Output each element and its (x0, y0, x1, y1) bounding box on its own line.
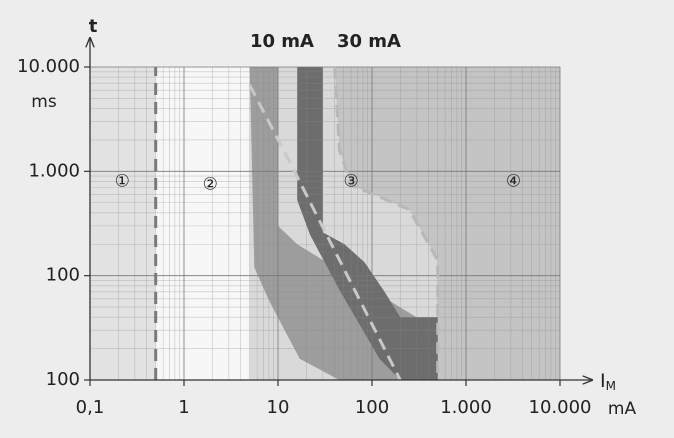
x-axis-unit: mA (608, 399, 637, 419)
zone-region (155, 67, 250, 380)
x-axis-label: IM (600, 370, 616, 393)
annotation: 30 mA (337, 31, 401, 52)
y-axis-unit: ms (31, 92, 57, 112)
zone-label: ② (203, 174, 218, 194)
y-tick-label: 10.000 (17, 56, 80, 77)
x-axis-label-main: I (600, 370, 606, 392)
zone-region (334, 67, 560, 380)
y-axis-label: t (89, 16, 98, 37)
x-tick-label: 1.000 (440, 397, 492, 418)
x-axis-label-sub: M (606, 379, 616, 393)
x-tick-label: 10 (267, 397, 290, 418)
zone-label: ③ (344, 171, 359, 191)
zone-region (297, 67, 438, 380)
zone-label: ④ (506, 171, 521, 191)
y-tick-label: 100 (46, 369, 80, 390)
x-tick-label: 10.000 (529, 397, 592, 418)
y-tick-label: 100 (46, 265, 80, 286)
y-tick-label: 1.000 (28, 160, 80, 181)
zone-region (90, 67, 156, 380)
zone-boundary (248, 84, 402, 381)
zone-label: ① (115, 171, 130, 191)
plot-area: ① ② ③ ④ (89, 66, 561, 381)
annotation: 10 mA (250, 31, 314, 52)
x-tick-label: 1 (178, 397, 189, 418)
x-tick-label: 100 (355, 397, 389, 418)
x-tick-label: 0,1 (76, 397, 105, 418)
